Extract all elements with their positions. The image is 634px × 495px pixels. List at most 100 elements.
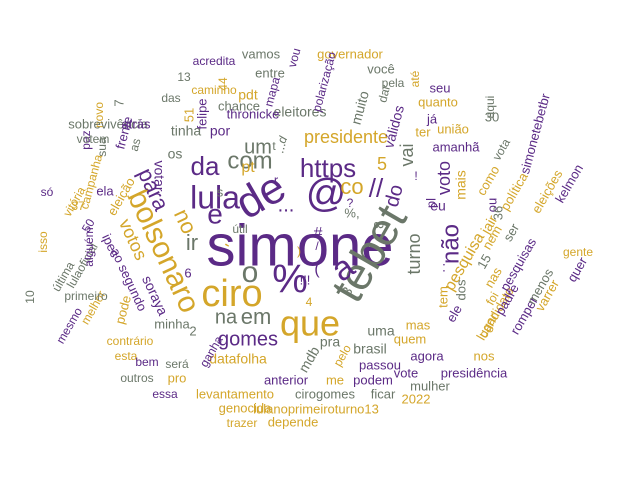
word-28: um bbox=[244, 136, 272, 158]
word-125: novo bbox=[92, 102, 106, 128]
word-72: vote bbox=[394, 365, 419, 380]
word-11: o bbox=[242, 256, 259, 289]
word-73: presidência bbox=[441, 365, 508, 380]
word-33: brasil bbox=[353, 341, 386, 357]
word-136: ela bbox=[96, 183, 114, 198]
word-138: 50 bbox=[79, 216, 98, 235]
word-141: 10 bbox=[23, 290, 37, 304]
word-23: voto bbox=[434, 161, 454, 195]
word-120: caminho bbox=[191, 83, 237, 97]
word-63: podem bbox=[353, 372, 393, 387]
word-56: muito bbox=[348, 89, 372, 126]
word-161: ir bbox=[186, 230, 198, 255]
word-98: vota bbox=[490, 136, 514, 163]
word-59: passou bbox=[359, 357, 401, 372]
word-12: e bbox=[207, 198, 223, 229]
word-9: lula bbox=[190, 179, 240, 215]
word-49: chance bbox=[218, 98, 260, 113]
word-94: ou bbox=[484, 198, 499, 212]
word-140: isso bbox=[36, 231, 50, 253]
word-50: os bbox=[168, 146, 183, 162]
word-60: anterior bbox=[264, 372, 309, 387]
word-96: como bbox=[474, 163, 503, 198]
word-16: não bbox=[437, 224, 464, 264]
word-104: quanto bbox=[418, 94, 458, 109]
word-148: pode bbox=[112, 294, 134, 326]
word-131: atrás bbox=[122, 116, 151, 131]
word-48: thronicke bbox=[227, 106, 280, 121]
word-95: pl bbox=[423, 198, 438, 208]
word-51: por bbox=[210, 123, 231, 139]
word-166: ) bbox=[297, 244, 301, 258]
word-27: vai bbox=[397, 143, 417, 166]
word-124: 7 bbox=[111, 99, 126, 106]
word-180: ... bbox=[278, 194, 295, 216]
word-127: paz bbox=[79, 130, 93, 149]
word-117: entre bbox=[255, 65, 285, 80]
word-100: aqui bbox=[483, 96, 497, 119]
word-101: 30 bbox=[485, 109, 499, 124]
word-118: 44 bbox=[216, 77, 230, 91]
word-108: até bbox=[408, 70, 422, 87]
word-137: 37 bbox=[71, 199, 85, 213]
word-55: 5 bbox=[377, 154, 387, 174]
word-13: com bbox=[227, 147, 272, 174]
word-68: depende bbox=[268, 414, 319, 429]
word-62: me bbox=[326, 372, 344, 387]
word-149: contrário bbox=[107, 334, 154, 348]
word-106: já bbox=[426, 111, 438, 126]
word-172: 4 bbox=[306, 295, 313, 309]
word-74: nos bbox=[474, 348, 495, 363]
word-54: 2 bbox=[189, 323, 196, 338]
word-84: foi bbox=[483, 290, 501, 308]
word-157: trazer bbox=[227, 416, 258, 430]
word-113: vou bbox=[285, 47, 304, 69]
word-3: @ bbox=[306, 172, 347, 216]
word-19: em bbox=[241, 304, 272, 329]
word-128: votem bbox=[77, 132, 110, 146]
word-5: que bbox=[280, 303, 340, 344]
word-151: outros bbox=[120, 371, 153, 385]
word-160: pt bbox=[241, 159, 255, 176]
word-112: polarização bbox=[309, 50, 338, 113]
word-139: só bbox=[41, 185, 54, 199]
word-171: 8 bbox=[371, 221, 387, 229]
word-119: 13 bbox=[177, 70, 191, 84]
word-36: mais bbox=[453, 170, 469, 200]
word-24: presidente bbox=[304, 127, 388, 147]
word-30: datafolha bbox=[209, 351, 267, 367]
word-65: levantamento bbox=[196, 386, 274, 401]
word-64: agora bbox=[410, 348, 444, 363]
word-97: 36 bbox=[490, 206, 505, 220]
word-22: co bbox=[340, 174, 363, 199]
word-123: 51 bbox=[181, 108, 196, 122]
word-70: ficar bbox=[371, 386, 396, 401]
word-34: uma bbox=[367, 323, 394, 339]
word-110: você bbox=[367, 61, 394, 76]
word-10: https bbox=[300, 153, 356, 183]
word-6: % bbox=[272, 258, 308, 302]
word-44: tinha bbox=[171, 123, 202, 139]
word-111: governador bbox=[317, 46, 383, 61]
word-164: : bbox=[442, 259, 446, 275]
word-122: felipe bbox=[194, 98, 209, 129]
word-165: ( bbox=[314, 261, 320, 278]
word-41: eleitores bbox=[274, 104, 327, 120]
word-179: r bbox=[274, 172, 279, 187]
word-0: simone bbox=[207, 213, 394, 278]
word-162: # bbox=[314, 225, 323, 242]
word-154: pro bbox=[168, 370, 187, 385]
word-18: gomes bbox=[218, 328, 278, 350]
word-42: amanhã bbox=[433, 139, 481, 154]
word-103: seu bbox=[430, 80, 451, 95]
word-90: ser bbox=[500, 220, 522, 244]
word-80: gente bbox=[563, 245, 593, 259]
word-163: // bbox=[369, 173, 384, 203]
word-91: 15 bbox=[474, 251, 494, 271]
word-47: pdt bbox=[238, 87, 258, 103]
word-39: dos bbox=[453, 279, 468, 300]
word-178: s bbox=[217, 184, 224, 199]
word-58: mas bbox=[406, 317, 431, 332]
word-121: das bbox=[161, 91, 180, 105]
